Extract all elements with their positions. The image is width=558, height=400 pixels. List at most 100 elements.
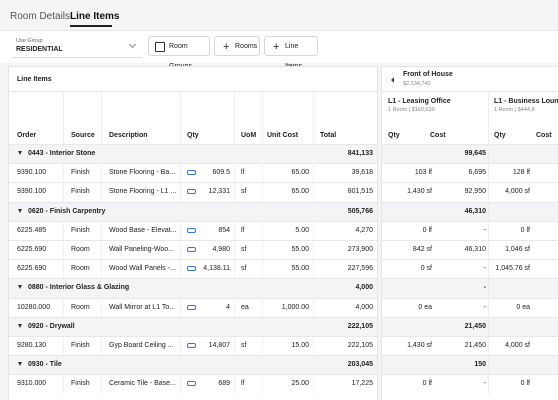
cell-separator xyxy=(101,317,102,336)
expand-caret xyxy=(18,208,22,213)
room-qty: 0 lf xyxy=(422,380,432,388)
cell-separator xyxy=(262,163,263,183)
column-separator xyxy=(101,92,102,144)
cell-separator xyxy=(488,163,489,183)
cell-separator xyxy=(180,278,181,297)
tab[interactable]: Room Details xyxy=(10,11,71,22)
description: Wood Base - Elevat... xyxy=(109,226,177,234)
cell-separator xyxy=(180,182,181,202)
cell-separator xyxy=(488,297,489,317)
cell-separator xyxy=(262,355,263,374)
use-group-select[interactable]: Use Group RESIDENTIAL xyxy=(12,37,142,58)
plus-icon: + xyxy=(223,41,230,53)
group-total: 222,105 xyxy=(347,322,373,330)
room-qty: 1,430 sf xyxy=(407,342,432,349)
source: Finish xyxy=(71,342,90,349)
column-separator xyxy=(180,92,181,144)
total: 4,270 xyxy=(355,226,373,234)
room-summary: 1 Room | $444,8 xyxy=(494,107,535,113)
cell-separator xyxy=(234,259,235,279)
total: 39,618 xyxy=(351,169,373,177)
room-cost: - xyxy=(483,265,486,273)
button-label: Rooms xyxy=(235,43,258,50)
link-icon xyxy=(187,189,196,195)
group-name: 0930 - Tile xyxy=(28,361,62,369)
column-header: Cost xyxy=(430,132,446,139)
description: Wall Paneling-Woo... xyxy=(109,246,174,253)
room-cost: 46,310 xyxy=(464,246,486,253)
cell-separator xyxy=(101,240,102,260)
expand-caret xyxy=(18,323,22,328)
cell-separator xyxy=(234,144,235,163)
description: Stone Flooring - L1 ... xyxy=(109,188,177,196)
link-icon xyxy=(187,266,196,272)
cell-separator xyxy=(63,182,64,202)
order: 9390.100 xyxy=(17,169,47,177)
row-bg xyxy=(382,144,558,164)
cell-separator xyxy=(262,202,263,221)
room-qty: 0 sf xyxy=(420,265,432,273)
cell-separator xyxy=(101,336,102,356)
column-header: Source xyxy=(71,132,95,139)
header-divider xyxy=(382,91,558,92)
link-icon xyxy=(187,381,196,387)
link-icon xyxy=(187,304,196,310)
line-items-panel: Line Items Order Source Description Qty UoM Un… xyxy=(8,66,378,400)
room-name: L1 - Business Lounge xyxy=(494,98,558,105)
cell-separator xyxy=(180,144,181,163)
cell-separator xyxy=(180,355,181,374)
room-group-name: Front of House xyxy=(403,71,453,78)
cell-separator xyxy=(63,144,64,163)
total: 227,596 xyxy=(347,265,373,273)
description: Wood Wall Panels -... xyxy=(109,265,176,273)
group-total: 505,766 xyxy=(347,207,373,215)
cell-separator xyxy=(234,317,235,336)
cell-separator xyxy=(234,278,235,297)
row-bg xyxy=(382,336,558,356)
header-divider xyxy=(9,91,377,92)
link-icon xyxy=(187,247,196,252)
cell-separator xyxy=(234,240,235,260)
cell-separator xyxy=(180,202,181,221)
tab-active[interactable]: Line Items xyxy=(70,11,120,22)
cell-separator xyxy=(180,163,181,183)
button[interactable]: Room Groups xyxy=(148,36,210,70)
cell-separator xyxy=(63,259,64,279)
row-bg xyxy=(9,355,377,375)
panel-title: Line Items xyxy=(17,76,52,83)
row-bg xyxy=(382,297,558,317)
select-label: Use Group xyxy=(16,38,43,44)
description: Ceramic Tile - Base... xyxy=(109,380,176,388)
room-qty: 4,000 sf xyxy=(505,188,530,196)
qty: 609.5 xyxy=(212,169,230,177)
cell-separator xyxy=(313,336,314,356)
cell-separator xyxy=(101,163,102,183)
button[interactable]: + Line Items xyxy=(264,36,318,70)
unit-cost: 15.00 xyxy=(291,342,309,349)
cell-separator xyxy=(101,202,102,221)
cell-separator xyxy=(234,374,235,394)
room-qty: 0 ea xyxy=(516,303,530,311)
cell-separator xyxy=(313,374,314,394)
group-total: 841,133 xyxy=(347,150,373,157)
column-header: Qty xyxy=(388,132,400,139)
cell-separator xyxy=(101,220,102,240)
order: 10280.000 xyxy=(17,303,51,311)
source: Finish xyxy=(71,169,90,177)
uom: sf xyxy=(241,342,247,349)
row-bg xyxy=(382,201,558,221)
cell-separator xyxy=(180,336,181,356)
uom: lf xyxy=(241,169,245,177)
room-total: 99,645 xyxy=(464,150,486,157)
order: 9310.000 xyxy=(17,380,47,388)
cell-separator xyxy=(262,336,263,356)
cell-separator xyxy=(488,259,489,279)
row-bg xyxy=(382,316,558,336)
expand-caret xyxy=(18,362,22,367)
button[interactable]: + Rooms xyxy=(214,36,260,56)
room-total: 46,310 xyxy=(464,207,486,215)
cell-separator xyxy=(63,355,64,374)
qty: 4,980 xyxy=(212,246,230,253)
cell-separator xyxy=(234,182,235,202)
